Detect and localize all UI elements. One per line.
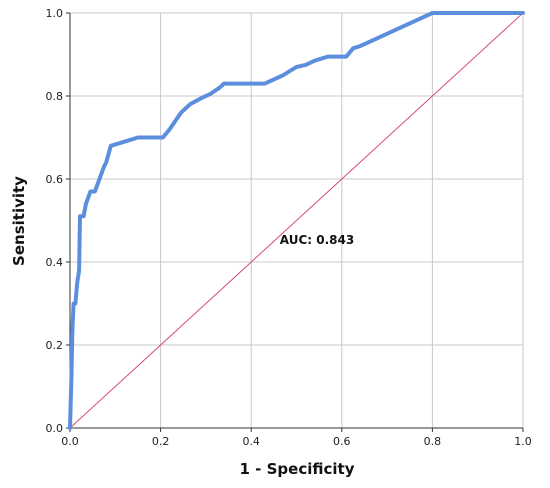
x-tick-label: 0.0	[61, 435, 79, 448]
roc-curve-line	[68, 11, 525, 430]
y-tick-label: 0.4	[46, 256, 64, 269]
tick-labels: 0.0 0.2 0.4 0.6 0.8 1.0 0.0 0.2 0.4 0.6 0.8 1.0	[46, 7, 532, 448]
y-tick-label: 0.8	[46, 90, 64, 103]
reference-diagonal-line	[69, 12, 524, 429]
x-tick-label: 0.2	[152, 435, 170, 448]
x-tick-label: 0.4	[242, 435, 260, 448]
series	[68, 11, 525, 430]
y-tick-label: 0.0	[46, 422, 64, 435]
x-tick-label: 1.0	[514, 435, 532, 448]
y-tick-label: 0.6	[46, 173, 64, 186]
y-tick-label: 0.2	[46, 339, 64, 352]
y-axis-title: Sensitivity	[10, 176, 28, 266]
x-axis-title: 1 - Specificity	[240, 460, 355, 478]
auc-annotation: AUC: 0.843	[280, 233, 354, 247]
x-tick-label: 0.6	[333, 435, 351, 448]
x-tick-label: 0.8	[424, 435, 442, 448]
y-tick-label: 1.0	[46, 7, 64, 20]
